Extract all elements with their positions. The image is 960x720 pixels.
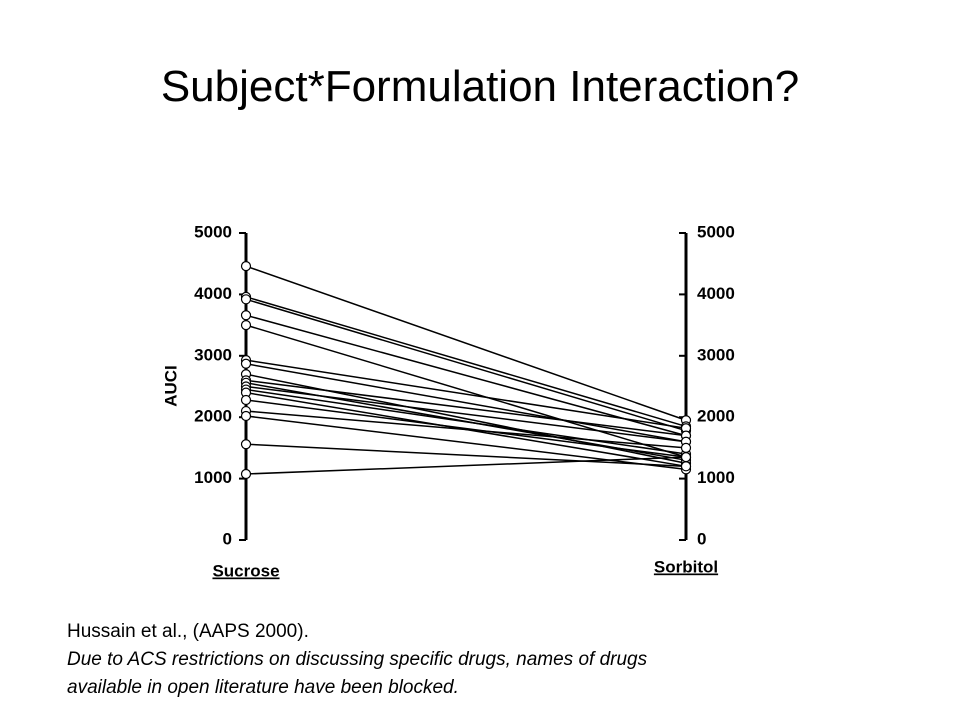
data-point [240, 439, 252, 450]
y-tick-label: 0 [223, 529, 232, 548]
data-point [240, 394, 252, 406]
note-line: Due to ACS restrictions on discussing sp… [67, 649, 648, 670]
y2-tick-label: 1000 [697, 468, 735, 487]
data-point [240, 320, 252, 331]
series-line [245, 314, 687, 437]
data-point [240, 410, 252, 422]
slide-title: Subject*Formulation Interaction? [160, 62, 800, 111]
y2-tick-label: 4000 [697, 284, 735, 303]
note-line: available in open literature have been b… [67, 677, 459, 698]
data-point [680, 452, 692, 463]
series-line [245, 456, 687, 475]
series-line [245, 324, 687, 458]
y-tick-label: 3000 [194, 345, 232, 364]
y2-tick-label: 3000 [697, 345, 735, 364]
y2-tick-label: 2000 [697, 407, 735, 426]
data-point [240, 294, 252, 305]
data-point [680, 461, 692, 472]
data-point [240, 358, 252, 369]
series-line [245, 385, 687, 443]
y-axis-label: AUCI [161, 365, 180, 407]
series-line [245, 410, 687, 449]
data-point [240, 261, 252, 272]
y2-tick-label: 0 [697, 529, 706, 548]
data-point [240, 468, 252, 480]
x-tick-label: Sucrose [212, 561, 279, 580]
series-line [245, 379, 687, 437]
x-tick-label: Sorbitol [654, 557, 718, 576]
notes: Hussain et al., (AAPS 2000). Due to ACS … [67, 618, 647, 702]
citation: Hussain et al., (AAPS 2000). [67, 621, 309, 642]
y2-tick-label: 5000 [697, 222, 735, 241]
y-tick-label: 1000 [194, 468, 232, 487]
series-line [245, 363, 687, 443]
series-line [245, 298, 687, 432]
series-line [245, 265, 687, 421]
y-tick-label: 5000 [194, 222, 232, 241]
data-point [680, 442, 692, 453]
series-line [245, 296, 687, 428]
series-line [245, 388, 687, 455]
data-point [240, 310, 252, 321]
series-line [245, 399, 687, 458]
series-line [245, 359, 687, 429]
y-tick-label: 2000 [194, 407, 232, 426]
series-line [245, 443, 687, 468]
y-tick-label: 4000 [194, 284, 232, 303]
